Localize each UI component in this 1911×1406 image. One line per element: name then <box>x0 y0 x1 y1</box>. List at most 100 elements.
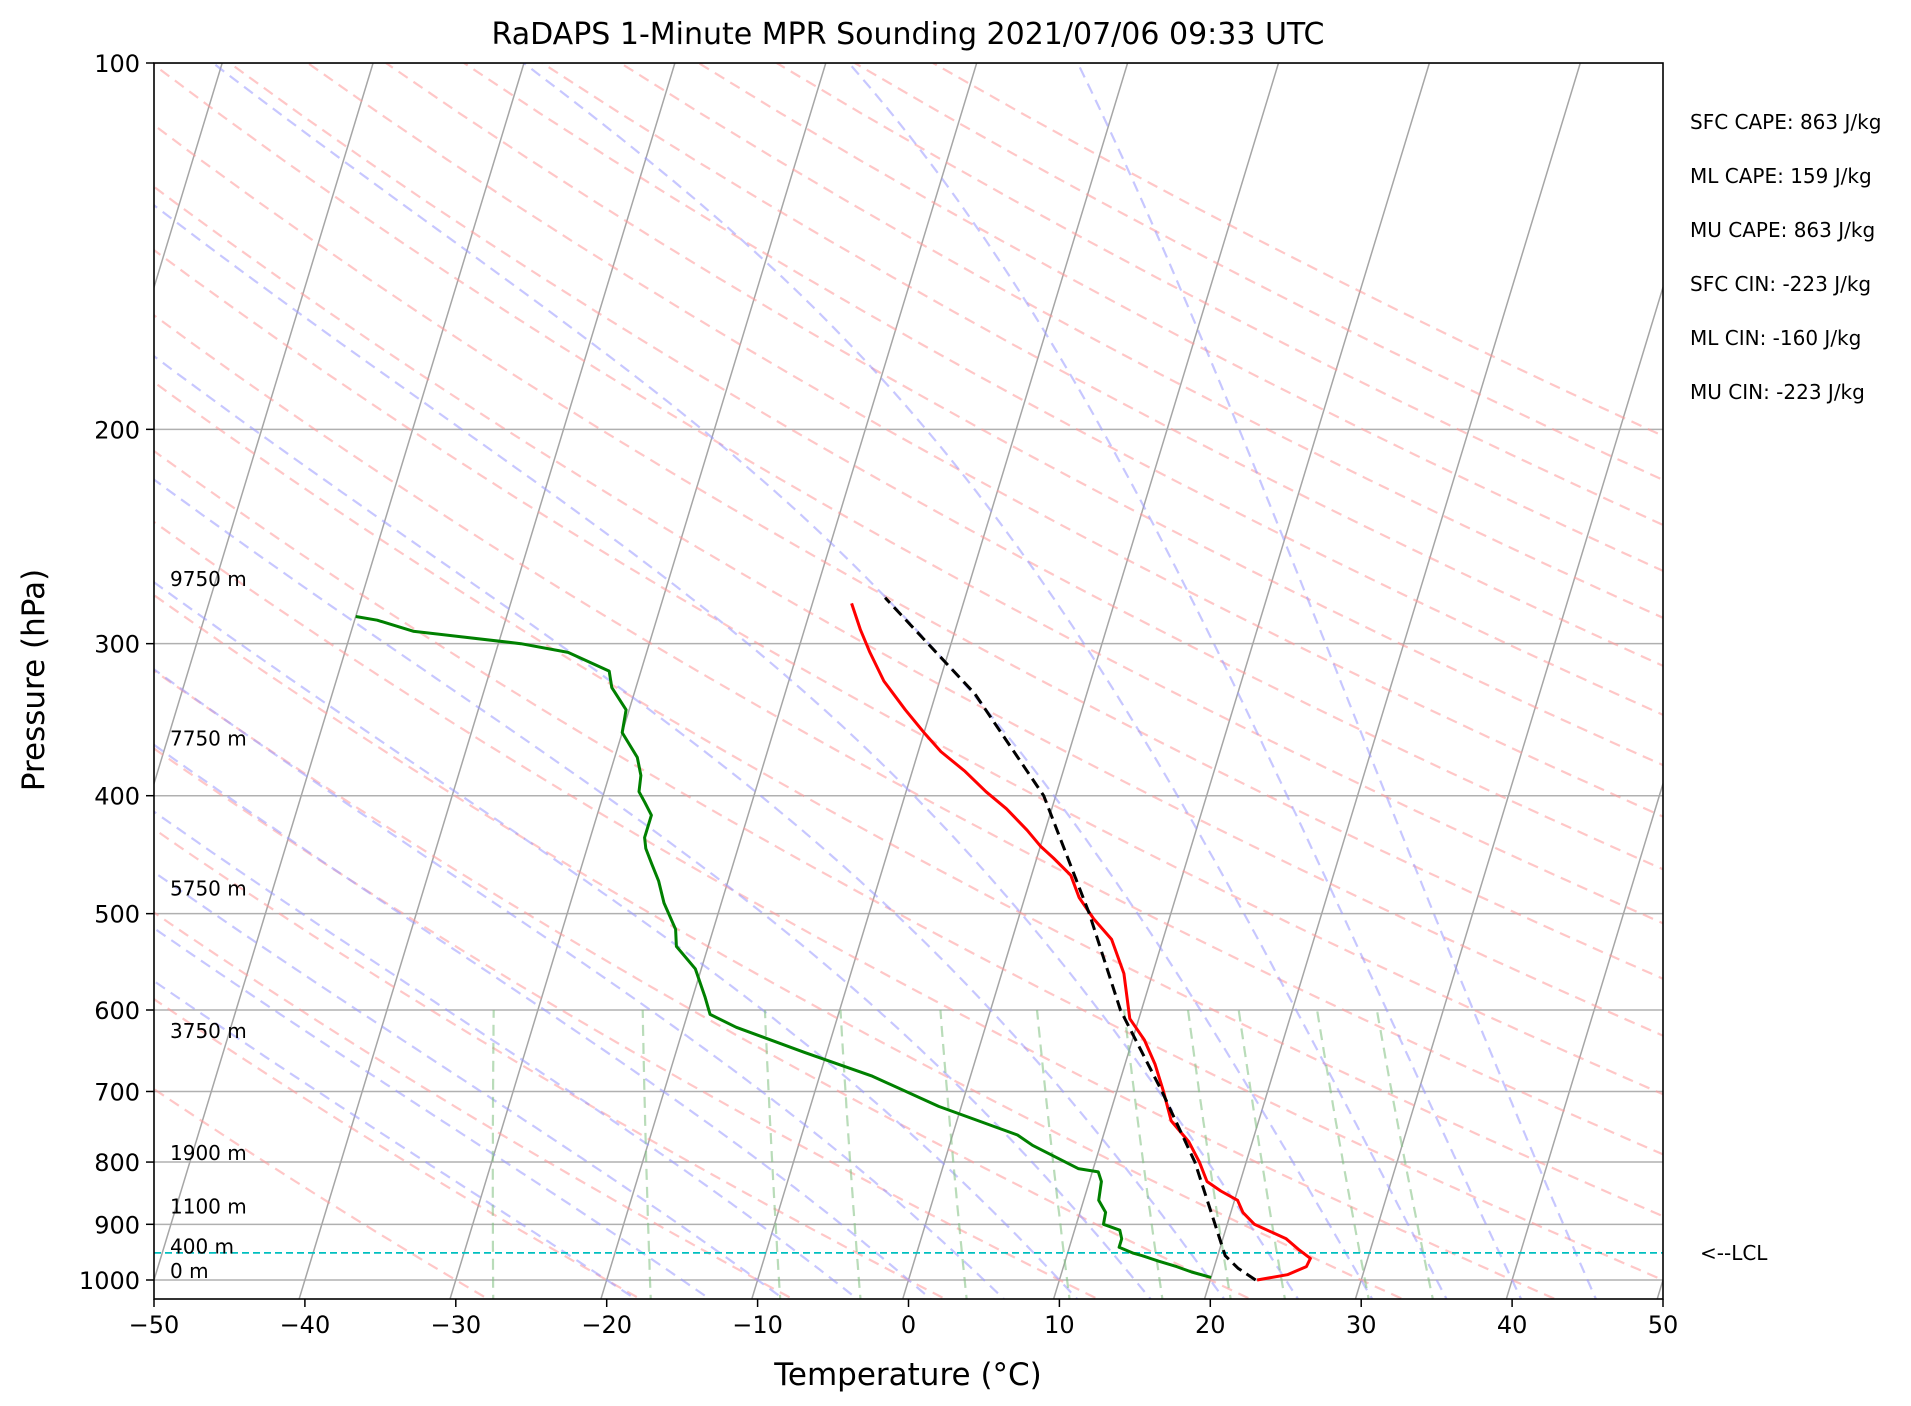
dry-adiabat-line <box>154 827 948 1299</box>
height-annotation: 5750 m <box>170 877 247 901</box>
moist-adiabat-line <box>154 870 786 1299</box>
background-lines <box>154 63 1663 1299</box>
x-tick-label: −20 <box>581 1311 632 1339</box>
mixing-ratio-line <box>641 1009 652 1299</box>
height-annotation: 0 m <box>170 1259 209 1283</box>
stats-panel: SFC CAPE: 863 J/kg ML CAPE: 159 J/kg MU CA… <box>1690 110 1881 404</box>
moist-adiabat-line <box>1076 63 1598 1299</box>
mixing-ratio-line <box>839 1009 862 1299</box>
isotherm-line <box>298 63 676 1299</box>
isotherm-line <box>154 63 223 290</box>
y-tick-label: 100 <box>94 50 140 78</box>
dry-adiabat-line <box>154 1087 491 1299</box>
x-axis-label: Temperature (°C) <box>773 1357 1042 1393</box>
y-tick-label: 300 <box>94 631 140 659</box>
dry-adiabat-line <box>154 593 1406 1299</box>
height-annotation: 1100 m <box>170 1194 247 1218</box>
height-annotation: 1900 m <box>170 1141 247 1165</box>
moist-adiabat-line <box>154 667 1006 1299</box>
stat-line: MU CIN: -223 J/kg <box>1690 380 1865 404</box>
height-annotation: 7750 m <box>170 726 247 750</box>
moist-adiabat-line <box>154 743 933 1299</box>
stat-line: SFC CIN: -223 J/kg <box>1690 272 1871 296</box>
plot-frame <box>153 62 1664 1300</box>
dry-adiabat-line <box>154 313 1663 1156</box>
y-tick-label: 800 <box>94 1149 140 1177</box>
parcel-line <box>884 596 1257 1282</box>
dry-adiabat-line <box>154 449 1663 1282</box>
x-tick-label: 0 <box>901 1311 916 1339</box>
y-tick-label: 400 <box>94 783 140 811</box>
mixing-ratio-line <box>1035 1009 1071 1299</box>
y-axis-label: Pressure (hPa) <box>16 569 52 791</box>
moist-adiabat-line <box>848 63 1523 1299</box>
dry-adiabat-line <box>463 63 1663 717</box>
height-annotation: 9750 m <box>170 567 247 591</box>
dry-adiabat-line <box>541 63 1663 667</box>
height-annotation: 3750 m <box>170 1019 247 1043</box>
isotherm-line <box>1203 63 1582 1299</box>
moist-adiabat-line <box>154 354 1226 1299</box>
mixing-ratio-line <box>939 1009 968 1299</box>
isotherm-line <box>600 63 978 1299</box>
mixing-ratio-line <box>491 1009 495 1299</box>
dry-adiabat-line <box>154 123 1663 980</box>
x-tick-label: 40 <box>1497 1311 1528 1339</box>
height-annotation: 400 m <box>170 1235 234 1259</box>
x-tick-label: 30 <box>1346 1311 1377 1339</box>
y-tick-label: 600 <box>94 997 140 1025</box>
mixing-ratio-line <box>763 1009 782 1299</box>
x-tick-label: 20 <box>1195 1311 1226 1339</box>
dry-adiabat-line <box>228 63 1663 871</box>
y-tick-label: 500 <box>94 901 140 929</box>
stat-line: ML CAPE: 159 J/kg <box>1690 164 1872 188</box>
y-tick-label: 200 <box>94 416 140 444</box>
moist-adiabat-line <box>154 478 1152 1299</box>
x-tick-label: −50 <box>129 1311 180 1339</box>
dry-adiabat-line <box>385 63 1663 767</box>
isotherm-line <box>154 63 525 1283</box>
isotherm-line <box>1656 1277 1663 1299</box>
dry-adiabat-line <box>154 248 1663 1096</box>
dry-adiabat-line <box>154 747 1101 1299</box>
height-annotations: 9750 m 7750 m 5750 m 3750 m 1900 m 1100 m 400 … <box>170 567 247 1283</box>
mixing-ratio-line <box>1375 1009 1434 1299</box>
dewpoint-line <box>355 615 1212 1279</box>
x-tick-label: −30 <box>430 1311 481 1339</box>
moist-adiabat-line <box>154 810 860 1299</box>
x-tick-label: −10 <box>732 1311 783 1339</box>
mixing-ratio-line <box>1316 1009 1370 1299</box>
lcl-label: <--LCL <box>1700 1241 1768 1265</box>
axis-ticks: −50 −40 −30 −20 −10 0 10 20 30 40 50 100 200 300 400 50… <box>79 50 1678 1339</box>
dry-adiabat-line <box>154 520 1558 1299</box>
dry-adiabat-line <box>154 669 1253 1299</box>
moist-adiabat-line <box>154 580 1079 1299</box>
stat-line: ML CIN: -160 J/kg <box>1690 326 1861 350</box>
stat-line: SFC CAPE: 863 J/kg <box>1690 110 1881 134</box>
isotherm-line <box>449 63 827 1299</box>
y-tick-label: 700 <box>94 1078 140 1106</box>
dry-adiabat-line <box>154 185 1663 1037</box>
dry-adiabat-line <box>154 63 1663 925</box>
x-tick-label: −40 <box>280 1311 331 1339</box>
y-tick-label: 1000 <box>79 1267 140 1295</box>
isotherm-line <box>1505 781 1663 1299</box>
mixing-ratio-line <box>1186 1009 1232 1299</box>
data-series <box>355 596 1312 1282</box>
x-tick-label: 10 <box>1044 1311 1075 1339</box>
moist-adiabat-line <box>154 979 638 1299</box>
dry-adiabat-line <box>154 380 1663 1218</box>
dry-adiabat-line <box>619 63 1663 619</box>
dry-adiabat-line <box>932 63 1663 438</box>
dry-adiabat-line <box>154 911 796 1299</box>
mixing-ratio-line <box>1237 1009 1287 1299</box>
dry-adiabat-line <box>854 63 1663 482</box>
stat-line: MU CAPE: 863 J/kg <box>1690 218 1875 242</box>
isotherm-line <box>1354 284 1663 1299</box>
y-tick-label: 900 <box>94 1211 140 1239</box>
x-tick-label: 50 <box>1648 1311 1679 1339</box>
temperature-line <box>850 602 1312 1282</box>
isotherm-line <box>1052 63 1431 1299</box>
mixing-ratio-line <box>1123 1009 1164 1299</box>
